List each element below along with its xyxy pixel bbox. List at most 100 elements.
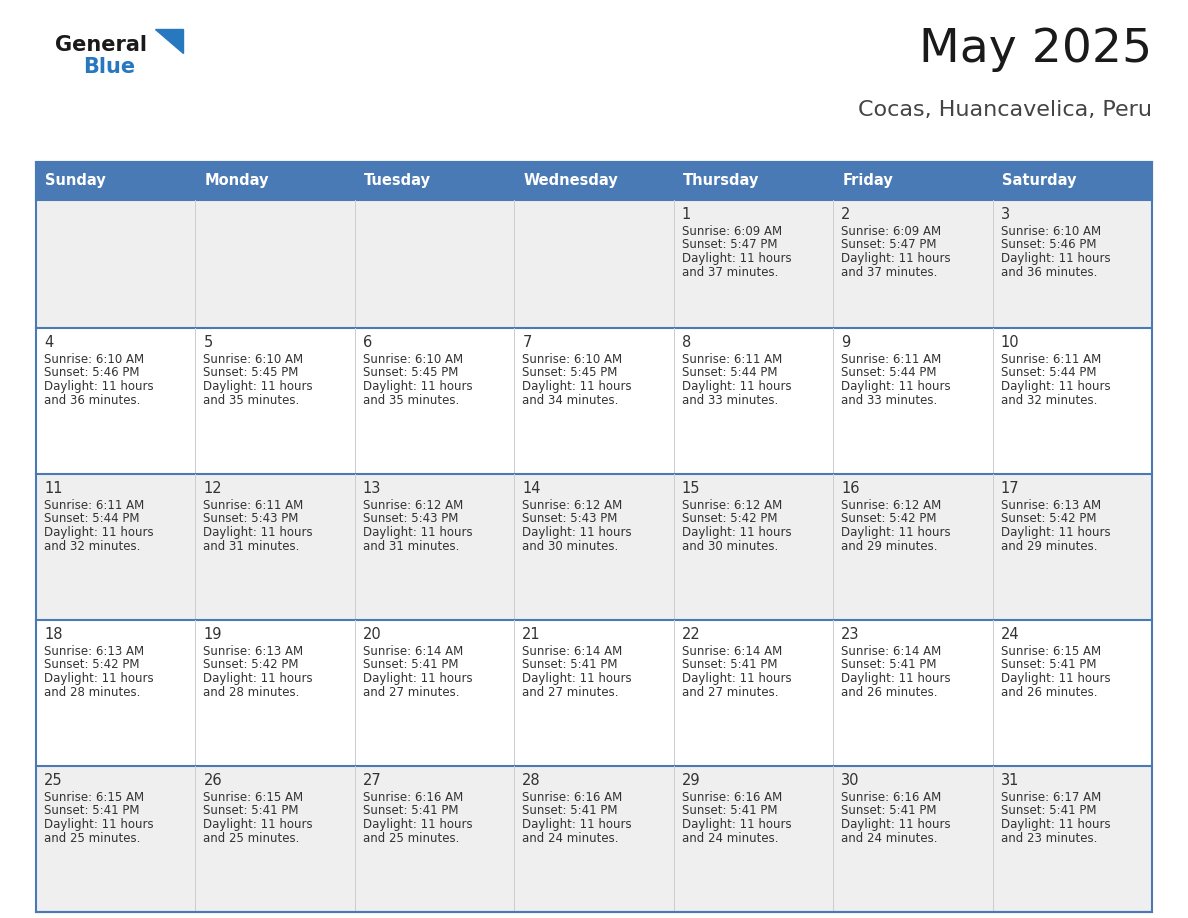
Text: Sunrise: 6:15 AM: Sunrise: 6:15 AM — [203, 791, 304, 804]
Text: Sunrise: 6:13 AM: Sunrise: 6:13 AM — [203, 645, 304, 658]
Text: Sunrise: 6:16 AM: Sunrise: 6:16 AM — [362, 791, 463, 804]
Text: and 37 minutes.: and 37 minutes. — [682, 265, 778, 278]
Text: Daylight: 11 hours: Daylight: 11 hours — [203, 818, 314, 831]
Text: Sunrise: 6:16 AM: Sunrise: 6:16 AM — [841, 791, 941, 804]
Text: 29: 29 — [682, 773, 701, 788]
Bar — [992, 474, 1152, 620]
Text: Daylight: 11 hours: Daylight: 11 hours — [682, 380, 791, 393]
Text: Sunrise: 6:12 AM: Sunrise: 6:12 AM — [362, 499, 463, 512]
Text: Daylight: 11 hours: Daylight: 11 hours — [1000, 380, 1111, 393]
Text: and 35 minutes.: and 35 minutes. — [203, 394, 299, 407]
Text: and 24 minutes.: and 24 minutes. — [523, 832, 619, 845]
Text: 8: 8 — [682, 335, 691, 350]
Text: Sunset: 5:42 PM: Sunset: 5:42 PM — [682, 512, 777, 525]
Bar — [674, 766, 833, 912]
Text: and 31 minutes.: and 31 minutes. — [203, 540, 299, 553]
Text: 24: 24 — [1000, 627, 1019, 642]
Bar — [992, 766, 1152, 912]
Text: Sunset: 5:44 PM: Sunset: 5:44 PM — [1000, 366, 1097, 379]
Text: Sunrise: 6:10 AM: Sunrise: 6:10 AM — [1000, 225, 1101, 238]
Bar — [36, 620, 196, 766]
Text: 12: 12 — [203, 481, 222, 496]
Text: Sunset: 5:47 PM: Sunset: 5:47 PM — [682, 239, 777, 252]
Text: 7: 7 — [523, 335, 532, 350]
Text: Sunrise: 6:11 AM: Sunrise: 6:11 AM — [1000, 353, 1101, 366]
Text: and 29 minutes.: and 29 minutes. — [841, 540, 937, 553]
Text: 31: 31 — [1000, 773, 1019, 788]
Text: 16: 16 — [841, 481, 860, 496]
Text: Daylight: 11 hours: Daylight: 11 hours — [362, 818, 473, 831]
Text: and 27 minutes.: and 27 minutes. — [523, 686, 619, 699]
Bar — [674, 328, 833, 474]
Text: 1: 1 — [682, 207, 691, 222]
Text: Sunset: 5:45 PM: Sunset: 5:45 PM — [203, 366, 299, 379]
Text: Saturday: Saturday — [1001, 174, 1076, 188]
Text: 23: 23 — [841, 627, 860, 642]
Text: Wednesday: Wednesday — [523, 174, 618, 188]
Bar — [36, 162, 1152, 912]
Text: 25: 25 — [44, 773, 63, 788]
Text: Sunrise: 6:10 AM: Sunrise: 6:10 AM — [44, 353, 144, 366]
Text: and 34 minutes.: and 34 minutes. — [523, 394, 619, 407]
Text: Sunrise: 6:16 AM: Sunrise: 6:16 AM — [682, 791, 782, 804]
Text: Sunrise: 6:14 AM: Sunrise: 6:14 AM — [841, 645, 941, 658]
Text: Daylight: 11 hours: Daylight: 11 hours — [841, 380, 950, 393]
Text: Sunrise: 6:11 AM: Sunrise: 6:11 AM — [682, 353, 782, 366]
Text: 26: 26 — [203, 773, 222, 788]
Text: 14: 14 — [523, 481, 541, 496]
Text: Daylight: 11 hours: Daylight: 11 hours — [44, 672, 153, 685]
Text: Daylight: 11 hours: Daylight: 11 hours — [682, 818, 791, 831]
Bar — [196, 474, 355, 620]
Text: Sunset: 5:45 PM: Sunset: 5:45 PM — [523, 366, 618, 379]
Text: Daylight: 11 hours: Daylight: 11 hours — [682, 526, 791, 539]
Bar — [833, 162, 992, 200]
Text: Sunset: 5:41 PM: Sunset: 5:41 PM — [1000, 658, 1097, 671]
Text: Sunrise: 6:12 AM: Sunrise: 6:12 AM — [682, 499, 782, 512]
Bar — [674, 620, 833, 766]
Bar — [833, 474, 992, 620]
Bar — [355, 328, 514, 474]
Bar — [514, 328, 674, 474]
Text: Daylight: 11 hours: Daylight: 11 hours — [44, 818, 153, 831]
Text: Daylight: 11 hours: Daylight: 11 hours — [523, 672, 632, 685]
Text: Sunrise: 6:16 AM: Sunrise: 6:16 AM — [523, 791, 623, 804]
Text: Sunset: 5:42 PM: Sunset: 5:42 PM — [1000, 512, 1097, 525]
Text: Daylight: 11 hours: Daylight: 11 hours — [841, 526, 950, 539]
Text: 2: 2 — [841, 207, 851, 222]
Text: Sunset: 5:43 PM: Sunset: 5:43 PM — [523, 512, 618, 525]
Text: Sunset: 5:44 PM: Sunset: 5:44 PM — [841, 366, 936, 379]
Text: Sunset: 5:41 PM: Sunset: 5:41 PM — [362, 658, 459, 671]
Text: Daylight: 11 hours: Daylight: 11 hours — [523, 818, 632, 831]
Bar — [992, 328, 1152, 474]
Text: 5: 5 — [203, 335, 213, 350]
Text: Sunrise: 6:09 AM: Sunrise: 6:09 AM — [682, 225, 782, 238]
Text: and 28 minutes.: and 28 minutes. — [203, 686, 299, 699]
Text: 6: 6 — [362, 335, 372, 350]
Text: Daylight: 11 hours: Daylight: 11 hours — [44, 526, 153, 539]
Bar — [833, 328, 992, 474]
Text: Daylight: 11 hours: Daylight: 11 hours — [1000, 672, 1111, 685]
Text: Daylight: 11 hours: Daylight: 11 hours — [203, 672, 314, 685]
Text: 9: 9 — [841, 335, 851, 350]
Text: Sunrise: 6:12 AM: Sunrise: 6:12 AM — [523, 499, 623, 512]
Bar — [674, 162, 833, 200]
Bar — [36, 162, 196, 200]
Text: and 24 minutes.: and 24 minutes. — [841, 832, 937, 845]
Text: Sunset: 5:41 PM: Sunset: 5:41 PM — [682, 658, 777, 671]
Text: Friday: Friday — [842, 174, 893, 188]
Text: and 37 minutes.: and 37 minutes. — [841, 265, 937, 278]
Text: 13: 13 — [362, 481, 381, 496]
Text: Daylight: 11 hours: Daylight: 11 hours — [362, 526, 473, 539]
Text: Sunrise: 6:09 AM: Sunrise: 6:09 AM — [841, 225, 941, 238]
Bar — [355, 474, 514, 620]
Text: Sunrise: 6:11 AM: Sunrise: 6:11 AM — [203, 499, 304, 512]
Text: and 32 minutes.: and 32 minutes. — [1000, 394, 1097, 407]
Text: 22: 22 — [682, 627, 701, 642]
Text: and 36 minutes.: and 36 minutes. — [44, 394, 140, 407]
Text: Sunrise: 6:14 AM: Sunrise: 6:14 AM — [523, 645, 623, 658]
Text: Sunset: 5:44 PM: Sunset: 5:44 PM — [44, 512, 139, 525]
Text: Daylight: 11 hours: Daylight: 11 hours — [203, 380, 314, 393]
Bar — [355, 200, 514, 328]
Bar — [36, 474, 196, 620]
Bar — [196, 620, 355, 766]
